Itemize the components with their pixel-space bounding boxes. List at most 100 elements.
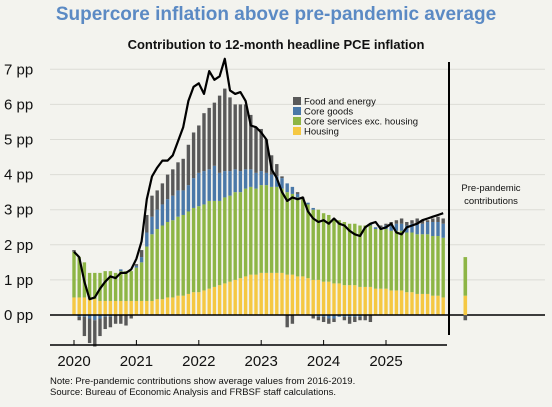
bar-segment [264, 272, 269, 315]
bar-segment [238, 278, 243, 315]
bar-segment [119, 300, 123, 315]
bar-segment [280, 188, 284, 273]
bar-segment [259, 185, 263, 273]
bar-segment [160, 299, 165, 315]
x-tick-label: 2021 [120, 353, 153, 370]
bar-segment [145, 232, 149, 247]
bar-segment [306, 278, 310, 315]
bar-segment [155, 190, 159, 210]
bar-segment [353, 285, 357, 315]
chart-subtitle: Contribution to 12-month headline PCE in… [127, 37, 425, 52]
bar-segment [311, 279, 315, 315]
bar-segment [155, 209, 159, 230]
bar-segment [176, 295, 180, 315]
bar-segment [379, 288, 383, 315]
bar-segment [223, 88, 227, 172]
bar-segment [425, 234, 430, 294]
bar-segment [77, 297, 81, 315]
bar-segment [228, 97, 232, 172]
bar-segment [228, 281, 232, 315]
bar-segment [332, 315, 336, 319]
bar-segment [415, 218, 419, 224]
bar-segment [82, 316, 87, 337]
y-tick-label: 2 pp [4, 237, 33, 254]
chart-notes: Note: Pre-pandemic contributions show av… [50, 376, 355, 398]
bar-segment [134, 265, 139, 268]
bar-segment [108, 300, 113, 315]
bar-segment [238, 192, 243, 279]
bar-segment [150, 234, 154, 301]
bar-segment [306, 202, 310, 205]
bar-segment [264, 139, 269, 173]
bar-segment [249, 114, 253, 170]
y-tick-label: 4 pp [4, 167, 33, 184]
bar-segment [379, 229, 383, 289]
bar-segment [347, 315, 352, 317]
bar-segment [228, 171, 232, 196]
note-line: Note: Pre-pandemic contributions show av… [50, 376, 356, 387]
bar-segment [394, 230, 399, 291]
y-tick-label: 0 pp [4, 307, 33, 324]
bar-segment [150, 300, 154, 315]
legend-swatch [293, 107, 301, 115]
bar-segment [233, 279, 237, 315]
bar-segment [337, 283, 341, 315]
legend-label: Housing [304, 127, 339, 138]
bar-segment [249, 169, 253, 187]
bar-segment [285, 315, 289, 328]
bar-segment [103, 315, 107, 317]
bar-segment [181, 158, 185, 191]
bar-segment [176, 162, 180, 191]
bar-segment [171, 220, 175, 298]
bar-segment [358, 225, 362, 287]
bar-segment [405, 292, 409, 315]
bar-segment [295, 276, 300, 315]
bar-segment [129, 271, 133, 301]
bar-segment [181, 190, 185, 215]
bar-segment [301, 276, 305, 315]
bar-segment [327, 281, 331, 315]
bar-segment [353, 316, 357, 323]
bar-segment [332, 283, 336, 315]
bar-segment [217, 95, 222, 173]
bar-segment [243, 169, 248, 189]
bar-segment [399, 218, 404, 224]
bar-segment [181, 295, 185, 315]
bar-segment [217, 285, 222, 315]
y-tick-label: 6 pp [4, 96, 33, 113]
bar-segment [72, 297, 76, 315]
bar-segment [275, 164, 279, 177]
bar-segment [217, 200, 222, 286]
bar-segment [353, 223, 357, 286]
bar-segment [124, 315, 128, 326]
bar-segment [249, 186, 253, 275]
bar-segment [410, 232, 414, 293]
bar-segment [98, 318, 102, 337]
bar-segment [441, 237, 445, 298]
bar-segment [264, 185, 269, 273]
bar-segment [441, 218, 445, 224]
bar-segment [223, 283, 227, 315]
bar-segment [425, 220, 430, 222]
bar-segment [238, 171, 243, 193]
bar-segment [93, 320, 97, 347]
bar-segment [425, 293, 430, 315]
x-tick-label: 2024 [307, 353, 340, 370]
bar-segment [254, 127, 258, 173]
bar-segment [410, 223, 414, 233]
bar-segment [295, 193, 300, 198]
bar-segment [316, 315, 321, 317]
bar-segment [87, 318, 92, 344]
pre-pandemic-bar-segment [463, 295, 468, 315]
bar-segment [332, 218, 336, 284]
bar-segment [368, 315, 373, 323]
bar-segment [321, 281, 326, 315]
bar-segment [373, 288, 378, 315]
bar-segment [113, 300, 118, 315]
bar-segment [202, 204, 206, 291]
bar-segment [436, 221, 440, 237]
bar-segment [327, 318, 331, 324]
bar-segment [176, 190, 180, 217]
bar-segment [139, 250, 144, 258]
